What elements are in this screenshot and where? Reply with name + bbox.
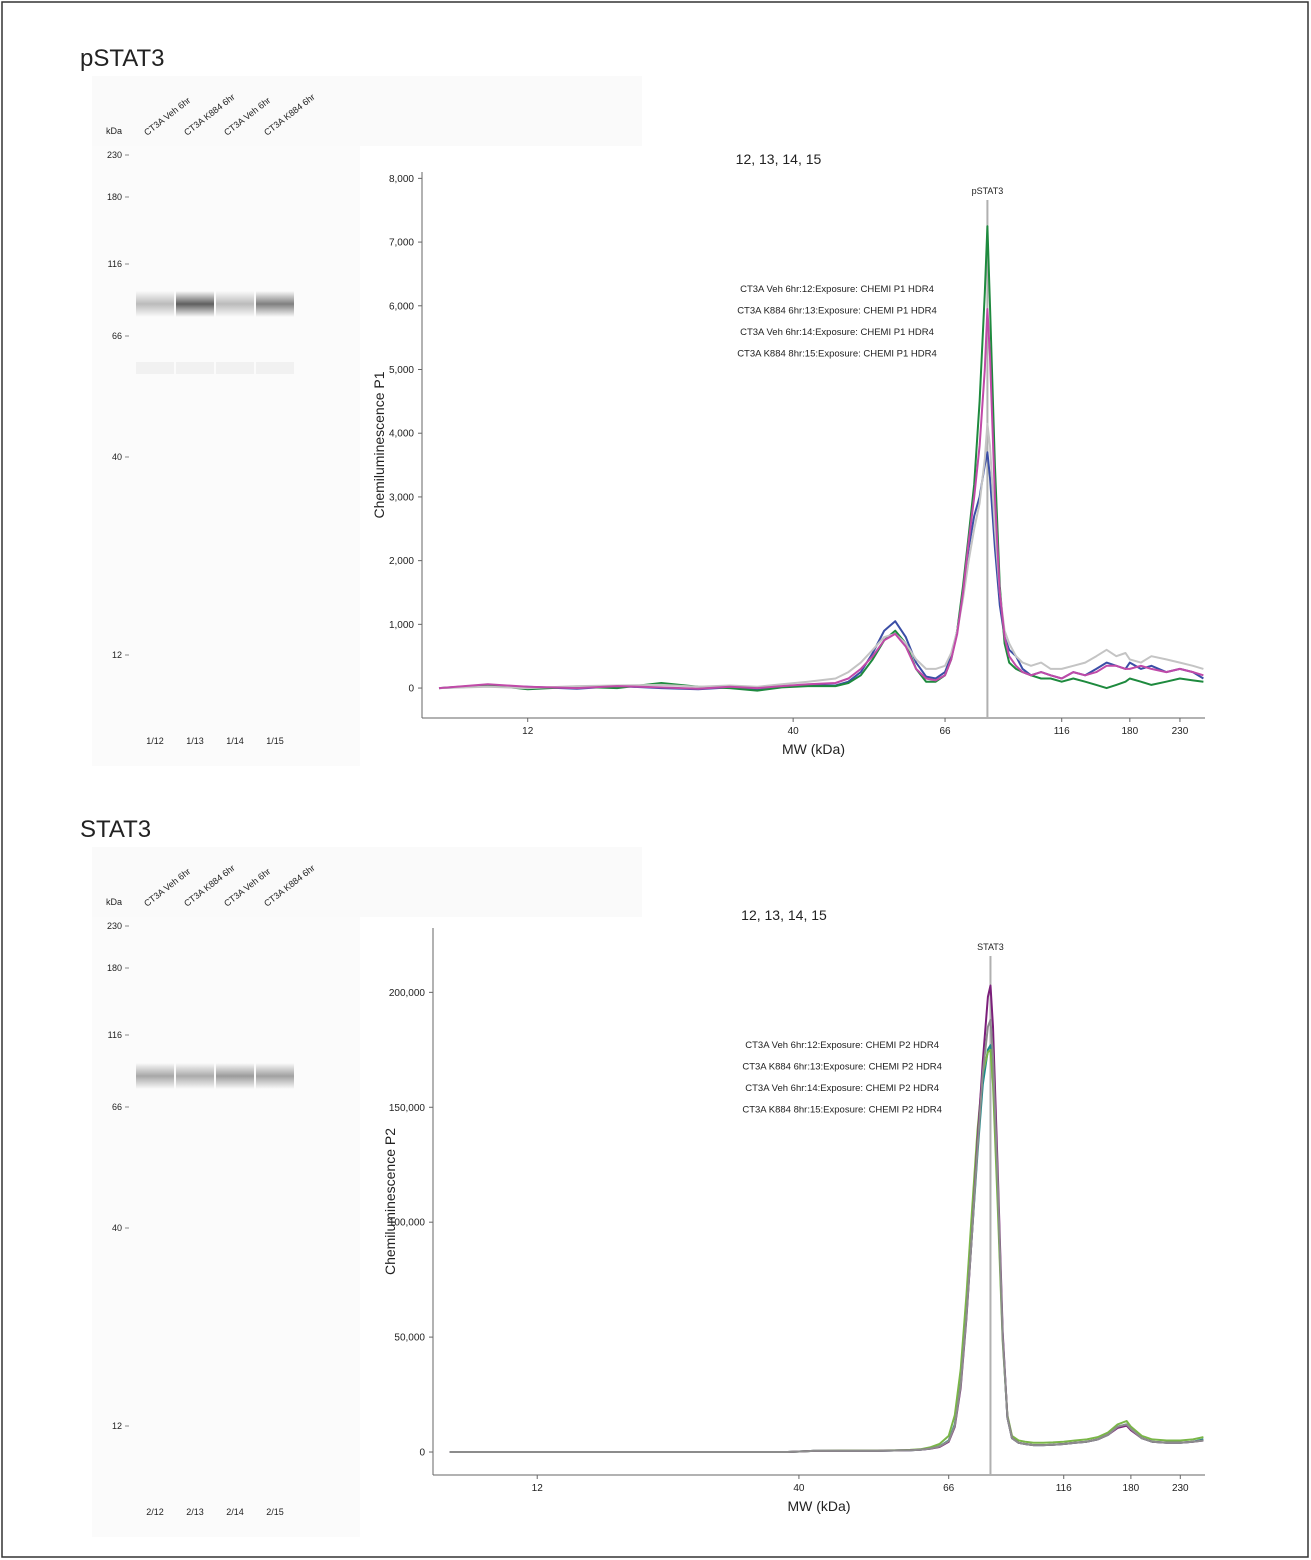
gel-marker-label: 12 <box>112 1421 122 1431</box>
gel-band <box>136 291 174 317</box>
y-axis-label: Chemiluminescence P1 <box>371 371 387 518</box>
gel-unit-label: kDa <box>106 897 122 907</box>
series-line <box>438 225 1204 692</box>
x-tick-label: 66 <box>943 1483 955 1494</box>
gel-lane-id: 2/15 <box>266 1507 284 1517</box>
gel-marker-label: 116 <box>108 1030 122 1040</box>
x-tick-label: 66 <box>939 726 951 737</box>
y-tick-label: 2,000 <box>389 556 414 567</box>
gel-lane-id: 1/15 <box>266 736 284 746</box>
gel-marker-label: 40 <box>112 452 122 462</box>
x-tick-label: 12 <box>532 1483 544 1494</box>
x-tick-label: 116 <box>1056 1483 1072 1494</box>
y-tick-label: 4,000 <box>389 429 414 440</box>
gel-marker-label: 40 <box>112 1223 122 1233</box>
x-tick-label: 230 <box>1172 1483 1189 1494</box>
panel-title: pSTAT3 <box>80 45 164 72</box>
gel-bg <box>92 146 360 766</box>
gel-marker-label: 12 <box>112 650 122 660</box>
panel-title: STAT3 <box>80 816 151 843</box>
legend-entry: CT3A K884 6hr:13:Exposure: CHEMI P2 HDR4 <box>742 1062 942 1073</box>
gel-lane-id: 1/13 <box>186 736 204 746</box>
x-axis-label: MW (kDa) <box>788 1498 851 1514</box>
gel-header-bg <box>92 847 642 917</box>
gel-marker-label: 230 <box>107 150 122 160</box>
gel-faint-band <box>216 362 254 374</box>
gel-unit-label: kDa <box>106 126 122 136</box>
gel-faint-band <box>136 362 174 374</box>
x-tick-label: 180 <box>1123 1483 1140 1494</box>
gel-lane-id: 1/12 <box>146 736 164 746</box>
x-tick-label: 230 <box>1172 726 1189 737</box>
series-line <box>438 422 1204 690</box>
gel-faint-band <box>256 362 294 374</box>
y-tick-label: 50,000 <box>394 1333 425 1344</box>
y-tick-label: 0 <box>419 1448 425 1459</box>
chart-title: 12, 13, 14, 15 <box>741 907 827 923</box>
y-tick-label: 6,000 <box>389 301 414 312</box>
gel-marker-label: 116 <box>108 259 122 269</box>
series-line <box>449 1018 1204 1453</box>
x-tick-label: 180 <box>1121 726 1138 737</box>
gel-lane-id: 1/14 <box>226 736 244 746</box>
y-tick-label: 0 <box>408 684 414 695</box>
x-tick-label: 116 <box>1054 726 1070 737</box>
legend-entry: CT3A Veh 6hr:14:Exposure: CHEMI P2 HDR4 <box>745 1083 939 1094</box>
series-line <box>438 308 1204 690</box>
chart-title: 12, 13, 14, 15 <box>736 151 822 167</box>
legend-entry: CT3A Veh 6hr:12:Exposure: CHEMI P2 HDR4 <box>745 1040 939 1051</box>
gel-band <box>176 1063 214 1089</box>
gel-marker-label: 180 <box>107 192 122 202</box>
gel-lane-id: 2/14 <box>226 1507 244 1517</box>
x-tick-label: 12 <box>522 726 534 737</box>
y-tick-label: 7,000 <box>389 238 414 249</box>
gel-bg <box>92 917 360 1537</box>
legend-entry: CT3A K884 8hr:15:Exposure: CHEMI P1 HDR4 <box>737 349 937 360</box>
y-tick-label: 150,000 <box>389 1103 426 1114</box>
gel-band <box>256 291 294 317</box>
legend-entry: CT3A K884 8hr:15:Exposure: CHEMI P2 HDR4 <box>742 1105 942 1116</box>
gel-header-bg <box>92 76 642 146</box>
gel-marker-label: 230 <box>107 921 122 931</box>
y-tick-label: 8,000 <box>389 174 414 185</box>
gel-marker-label: 180 <box>107 963 122 973</box>
x-tick-label: 40 <box>793 1483 805 1494</box>
legend-entry: CT3A Veh 6hr:12:Exposure: CHEMI P1 HDR4 <box>740 284 934 295</box>
x-tick-label: 40 <box>788 726 800 737</box>
gel-marker-label: 66 <box>112 331 122 341</box>
peak-marker-label: STAT3 <box>977 942 1004 952</box>
legend-entry: CT3A K884 6hr:13:Exposure: CHEMI P1 HDR4 <box>737 306 937 317</box>
gel-band <box>176 291 214 317</box>
peak-marker-label: pSTAT3 <box>972 186 1004 196</box>
y-axis-label: Chemiluminescence P2 <box>382 1128 398 1275</box>
gel-marker-label: 66 <box>112 1102 122 1112</box>
gel-lane-id: 2/13 <box>186 1507 204 1517</box>
gel-band <box>216 1063 254 1089</box>
gel-faint-band <box>176 362 214 374</box>
y-tick-label: 200,000 <box>389 988 426 999</box>
gel-band <box>216 291 254 317</box>
gel-band <box>136 1063 174 1089</box>
y-tick-label: 1,000 <box>389 620 414 631</box>
y-tick-label: 100,000 <box>389 1218 426 1229</box>
gel-band <box>256 1063 294 1089</box>
gel-lane-id: 2/12 <box>146 1507 164 1517</box>
legend-entry: CT3A Veh 6hr:14:Exposure: CHEMI P1 HDR4 <box>740 327 934 338</box>
x-axis-label: MW (kDa) <box>782 741 845 757</box>
y-tick-label: 5,000 <box>389 365 414 376</box>
y-tick-label: 3,000 <box>389 492 414 503</box>
